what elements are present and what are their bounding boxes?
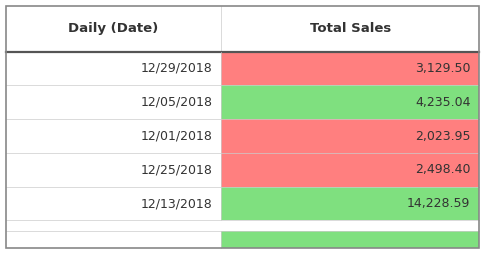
Text: Daily (Date): Daily (Date) [68, 22, 158, 36]
Bar [6, 231, 221, 248]
Text: 3,129.50: 3,129.50 [414, 62, 469, 75]
Bar [6, 85, 221, 119]
Text: 12/25/2018: 12/25/2018 [140, 163, 212, 176]
Text: 14,228.59: 14,228.59 [406, 197, 469, 210]
Text: 12/05/2018: 12/05/2018 [140, 96, 212, 109]
Bar [221, 119, 478, 153]
Bar [6, 6, 478, 52]
Text: 12/13/2018: 12/13/2018 [140, 197, 212, 210]
Text: Total Sales: Total Sales [309, 22, 390, 36]
Text: 4,235.04: 4,235.04 [414, 96, 469, 109]
Text: 12/01/2018: 12/01/2018 [140, 130, 212, 142]
Bar [6, 52, 221, 85]
Bar [221, 85, 478, 119]
Text: 2,498.40: 2,498.40 [414, 163, 469, 176]
Text: 2,023.95: 2,023.95 [414, 130, 469, 142]
Bar [221, 153, 478, 187]
Bar [221, 187, 478, 220]
Bar [6, 187, 221, 220]
Bar [6, 119, 221, 153]
Text: 12/29/2018: 12/29/2018 [140, 62, 212, 75]
Bar [6, 153, 221, 187]
Bar [221, 52, 478, 85]
Bar [221, 231, 478, 248]
